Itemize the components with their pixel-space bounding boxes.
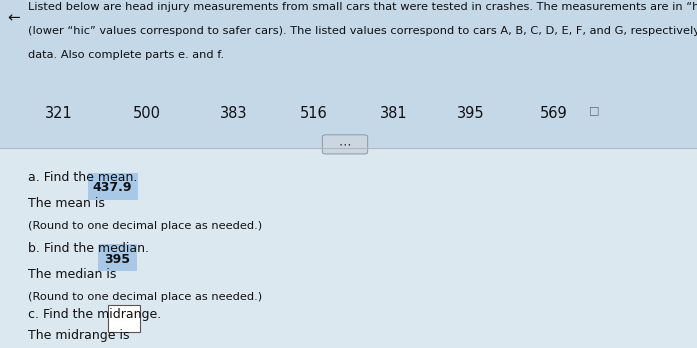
Text: 383: 383 — [220, 106, 247, 121]
Text: □: □ — [589, 105, 599, 116]
Text: ←: ← — [7, 10, 20, 25]
Text: The median is: The median is — [28, 268, 121, 281]
Text: b. Find the median.: b. Find the median. — [28, 242, 149, 255]
FancyBboxPatch shape — [98, 244, 137, 271]
Text: c. Find the midrange.: c. Find the midrange. — [28, 308, 161, 321]
Text: data. Also complete parts e. and f.: data. Also complete parts e. and f. — [28, 50, 224, 61]
Text: 569: 569 — [540, 106, 568, 121]
Text: 500: 500 — [132, 106, 160, 121]
FancyBboxPatch shape — [108, 305, 140, 332]
Text: ⋯: ⋯ — [339, 138, 351, 151]
FancyBboxPatch shape — [322, 135, 368, 154]
Text: (Round to one decimal place as needed.): (Round to one decimal place as needed.) — [28, 221, 262, 231]
Text: The midrange is: The midrange is — [28, 329, 133, 342]
Text: (lower “hic” values correspond to safer cars). The listed values correspond to c: (lower “hic” values correspond to safer … — [28, 26, 697, 36]
Text: 395: 395 — [105, 253, 130, 266]
Text: 516: 516 — [300, 106, 328, 121]
Text: Listed below are head injury measurements from small cars that were tested in cr: Listed below are head injury measurement… — [28, 2, 697, 12]
Text: (Round to one decimal place as needed.): (Round to one decimal place as needed.) — [28, 292, 262, 302]
Text: The mean is: The mean is — [28, 197, 109, 209]
Text: a. Find the mean.: a. Find the mean. — [28, 171, 137, 183]
Text: 395: 395 — [457, 106, 484, 121]
Text: 321: 321 — [45, 106, 73, 121]
FancyBboxPatch shape — [88, 173, 138, 200]
FancyBboxPatch shape — [0, 0, 697, 148]
Text: 437.9: 437.9 — [93, 181, 132, 195]
Text: 381: 381 — [380, 106, 408, 121]
